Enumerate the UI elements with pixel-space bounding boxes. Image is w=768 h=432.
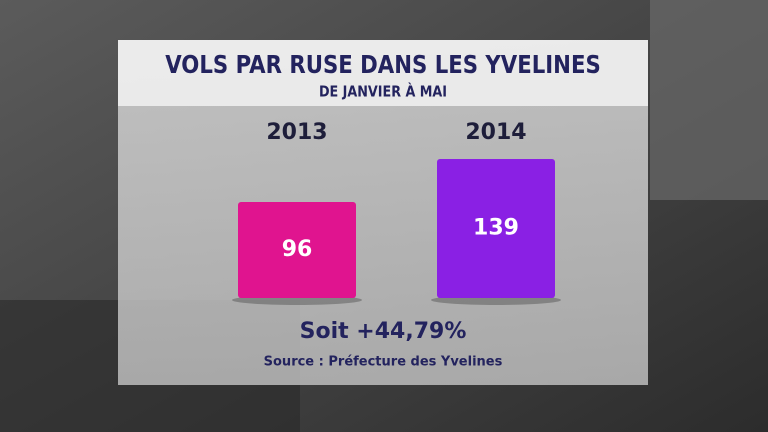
title-band: [118, 40, 648, 106]
x-tick-label: 2013: [266, 120, 327, 145]
source: Source : Préfecture des Yvelines: [264, 355, 503, 370]
background-machine: [650, 0, 768, 200]
value-label: 139: [473, 216, 519, 241]
bar: [238, 202, 356, 298]
annotation: Soit +44,79%: [300, 319, 467, 344]
bar: [437, 159, 555, 298]
chart-title: VOLS PAR RUSE DANS LES YVELINES: [165, 50, 601, 79]
chart-subtitle: DE JANVIER À MAI: [319, 81, 447, 100]
x-tick-label: 2014: [465, 120, 526, 145]
value-label: 96: [282, 237, 313, 262]
